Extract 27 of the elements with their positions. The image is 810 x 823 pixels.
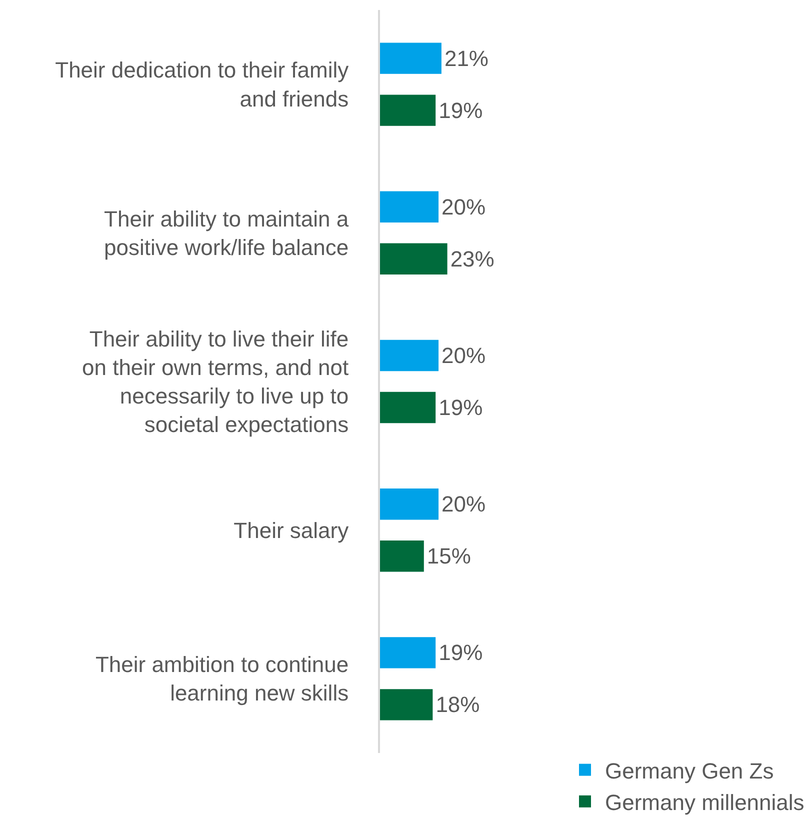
- data-label: 20%: [442, 194, 486, 220]
- y-tick-label: Their salary: [234, 518, 349, 543]
- bar: [380, 191, 439, 222]
- data-label: 18%: [436, 692, 480, 718]
- bar: [380, 42, 442, 74]
- bar: [380, 540, 424, 572]
- data-label: 20%: [442, 342, 486, 368]
- data-label: 19%: [438, 640, 483, 666]
- legend-label: Germany Gen Zs: [605, 758, 774, 784]
- bar: [380, 392, 436, 424]
- bar: [380, 689, 433, 720]
- bar: [380, 488, 439, 520]
- y-tick-label: Their dedication to their family and friends: [55, 58, 349, 112]
- data-label: 21%: [444, 46, 488, 71]
- data-label: 19%: [438, 395, 483, 420]
- data-label: 20%: [442, 492, 486, 517]
- data-label: 19%: [438, 98, 483, 123]
- data-label: 15%: [426, 544, 471, 569]
- y-tick-label: Their ability to maintain a positive work/life balance: [104, 206, 350, 260]
- data-label: 23%: [450, 246, 494, 272]
- bar: [380, 243, 448, 275]
- bar: [380, 94, 436, 126]
- y-tick-label: Their ability to live their life on their own terms, and not necessarily to live up to societal expectations: [82, 326, 349, 438]
- bar: [380, 340, 439, 372]
- y-tick-label: Their ambition to continue learning new skills: [95, 652, 349, 706]
- bar: [380, 637, 436, 668]
- legend-label: Germany millennials: [605, 790, 804, 815]
